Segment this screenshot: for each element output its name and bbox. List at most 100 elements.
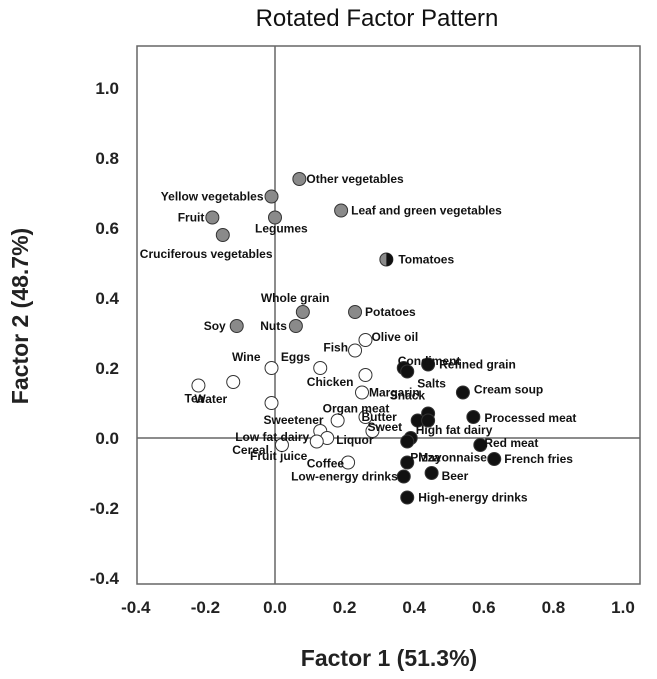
x-tick-label: 1.0 — [611, 598, 635, 617]
point-label: Low fat dairy — [235, 430, 309, 444]
y-tick-labels: 1.0 0.8 0.6 0.4 0.2 0.0 -0.2 -0.4 — [90, 79, 120, 588]
data-point — [348, 343, 363, 358]
data-point — [487, 452, 502, 466]
point-label: Fruit — [178, 211, 205, 225]
point-label: Cream soup — [474, 383, 543, 397]
data-point — [264, 189, 279, 204]
data-point — [292, 172, 307, 186]
data-point — [400, 364, 415, 379]
data-point — [455, 385, 470, 400]
point-label: Legumes — [255, 222, 308, 236]
point-label: Leaf and green vegetables — [351, 204, 502, 218]
data-point — [288, 319, 303, 333]
y-tick-label: 0.2 — [95, 359, 119, 378]
point-label: Tomatoes — [398, 253, 454, 267]
x-tick-label: 0.4 — [402, 598, 426, 617]
point-label: Coffee — [307, 457, 345, 471]
data-point — [295, 305, 310, 319]
data-point — [330, 413, 345, 428]
plot-frame — [136, 45, 641, 585]
point-label: Other vegetables — [306, 172, 404, 186]
point-label: Tea — [185, 392, 205, 406]
data-point — [215, 228, 230, 242]
data-point — [226, 375, 241, 389]
data-point — [358, 410, 373, 424]
point-label: Whole grain — [261, 291, 330, 305]
point-label: High-energy drinks — [418, 491, 528, 505]
x-tick-label: -0.2 — [191, 598, 220, 617]
data-point — [365, 424, 380, 438]
data-point — [229, 319, 244, 333]
y-tick-label: 0.8 — [95, 149, 119, 168]
point-label: French fries — [504, 452, 573, 466]
y-tick-label: 0.0 — [95, 429, 119, 448]
data-point — [313, 361, 328, 375]
point-label: Salts — [417, 377, 446, 391]
data-point — [264, 361, 279, 375]
data-point — [358, 333, 373, 347]
data-point — [309, 434, 324, 449]
point-labels: Other vegetables Yellow vegetables Fruit Le… — [140, 172, 577, 505]
point-label: Mayonnaise — [418, 451, 487, 465]
data-point — [191, 378, 206, 393]
chart-title: Rotated Factor Pattern — [256, 5, 499, 32]
x-tick-label: 0.2 — [333, 598, 357, 617]
data-points — [191, 172, 502, 505]
data-point — [400, 490, 415, 505]
data-point — [341, 455, 356, 470]
point-label: Wine — [232, 350, 261, 364]
point-label: Red meat — [484, 436, 538, 450]
data-point — [348, 305, 363, 319]
point-label: Chicken — [307, 375, 354, 389]
point-label: Beer — [442, 469, 469, 483]
data-point — [205, 210, 220, 225]
y-tick-label: 0.4 — [95, 289, 119, 308]
point-label: Processed meat — [484, 411, 576, 425]
point-label: Refined grain — [439, 358, 516, 372]
point-label: Sweet — [367, 420, 402, 434]
point-label: Nuts — [260, 319, 287, 333]
data-point — [421, 357, 436, 372]
data-point — [396, 469, 411, 484]
y-tick-label: -0.2 — [90, 499, 119, 518]
point-label: Low-energy drinks — [291, 470, 398, 484]
point-label: Yellow vegetables — [161, 190, 264, 204]
point-label: Pizza — [410, 451, 440, 465]
y-tick-label: -0.4 — [90, 569, 120, 588]
data-point — [379, 252, 394, 267]
y-tick-label: 0.6 — [95, 219, 119, 238]
point-label: Organ meat — [323, 402, 390, 416]
point-label: Water — [194, 392, 227, 406]
data-point — [268, 210, 282, 225]
data-point — [355, 385, 369, 400]
data-point — [466, 410, 481, 424]
point-label: Butter — [361, 410, 397, 424]
point-label: Fruit juice — [250, 449, 308, 463]
point-label: Condiment — [398, 354, 461, 368]
data-point — [473, 438, 488, 452]
point-label: Cruciferous vegetables — [140, 247, 273, 261]
point-label: Cereal — [232, 443, 269, 457]
point-label: Liquor — [336, 433, 374, 447]
data-point — [358, 368, 373, 382]
point-label: Soy — [204, 319, 226, 333]
data-point — [400, 455, 415, 470]
x-tick-label: 0.8 — [542, 598, 566, 617]
point-label: Olive oil — [371, 330, 418, 344]
x-tick-labels: -0.4 -0.2 0.0 0.2 0.4 0.6 0.8 1.0 — [121, 598, 635, 617]
point-label: Eggs — [281, 350, 311, 364]
data-point — [334, 203, 349, 218]
x-tick-label: 0.0 — [263, 598, 287, 617]
y-tick-label: 1.0 — [95, 79, 119, 98]
data-point — [274, 438, 289, 452]
point-label: Margarin — [369, 386, 420, 400]
point-label: Sweetener — [264, 413, 324, 427]
y-axis-title: Factor 2 (48.7%) — [7, 228, 33, 404]
point-label: Potatoes — [365, 305, 416, 319]
data-point — [421, 413, 436, 428]
zero-axes — [137, 46, 640, 584]
x-tick-label: 0.6 — [472, 598, 496, 617]
data-point — [424, 466, 439, 480]
point-label: Fish — [323, 341, 348, 355]
